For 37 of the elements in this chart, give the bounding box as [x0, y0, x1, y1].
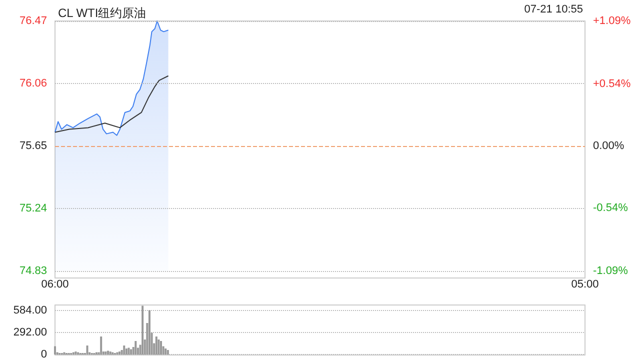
text: 07-21 10:55: [524, 4, 583, 16]
bar: [107, 350, 109, 354]
bar: [130, 349, 132, 354]
x-tick-label: 06:00: [41, 278, 69, 290]
bar: [134, 341, 137, 354]
bar: [123, 346, 126, 354]
y2-tick-label: +0.54%: [593, 78, 631, 90]
x-tick-label: 05:00: [571, 278, 599, 290]
bar: [166, 350, 169, 354]
chart-title: CL WTI纽约原油: [58, 6, 146, 20]
bar: [74, 352, 77, 354]
y2-tick-label: 0.00%: [593, 140, 624, 152]
bar: [142, 306, 144, 354]
bar: [118, 352, 121, 354]
y-tick-label: 584.00: [13, 304, 47, 317]
bar: [148, 310, 150, 354]
y-tick-label: 75.24: [19, 202, 47, 214]
y2-tick-label: -0.54%: [593, 202, 628, 214]
y2-tick-label: -1.09%: [593, 265, 628, 277]
bar: [54, 346, 56, 354]
bar: [125, 348, 128, 354]
bar: [158, 340, 160, 354]
y-tick-label: 74.83: [19, 265, 47, 277]
bar: [164, 348, 167, 354]
bar: [86, 346, 88, 354]
bar: [160, 341, 162, 354]
bar: [155, 336, 158, 354]
y-tick-label: 292.00: [13, 326, 47, 339]
y-tick-label: 76.47: [19, 15, 47, 27]
bar: [100, 336, 102, 354]
y-tick-label: 75.65: [19, 140, 47, 152]
bar: [104, 352, 107, 354]
y2-tick-label: +1.09%: [593, 15, 631, 27]
y-tick-label: 0: [40, 348, 47, 360]
bar: [128, 348, 130, 354]
bar: [109, 352, 112, 354]
y-tick-label: 76.06: [19, 78, 47, 90]
